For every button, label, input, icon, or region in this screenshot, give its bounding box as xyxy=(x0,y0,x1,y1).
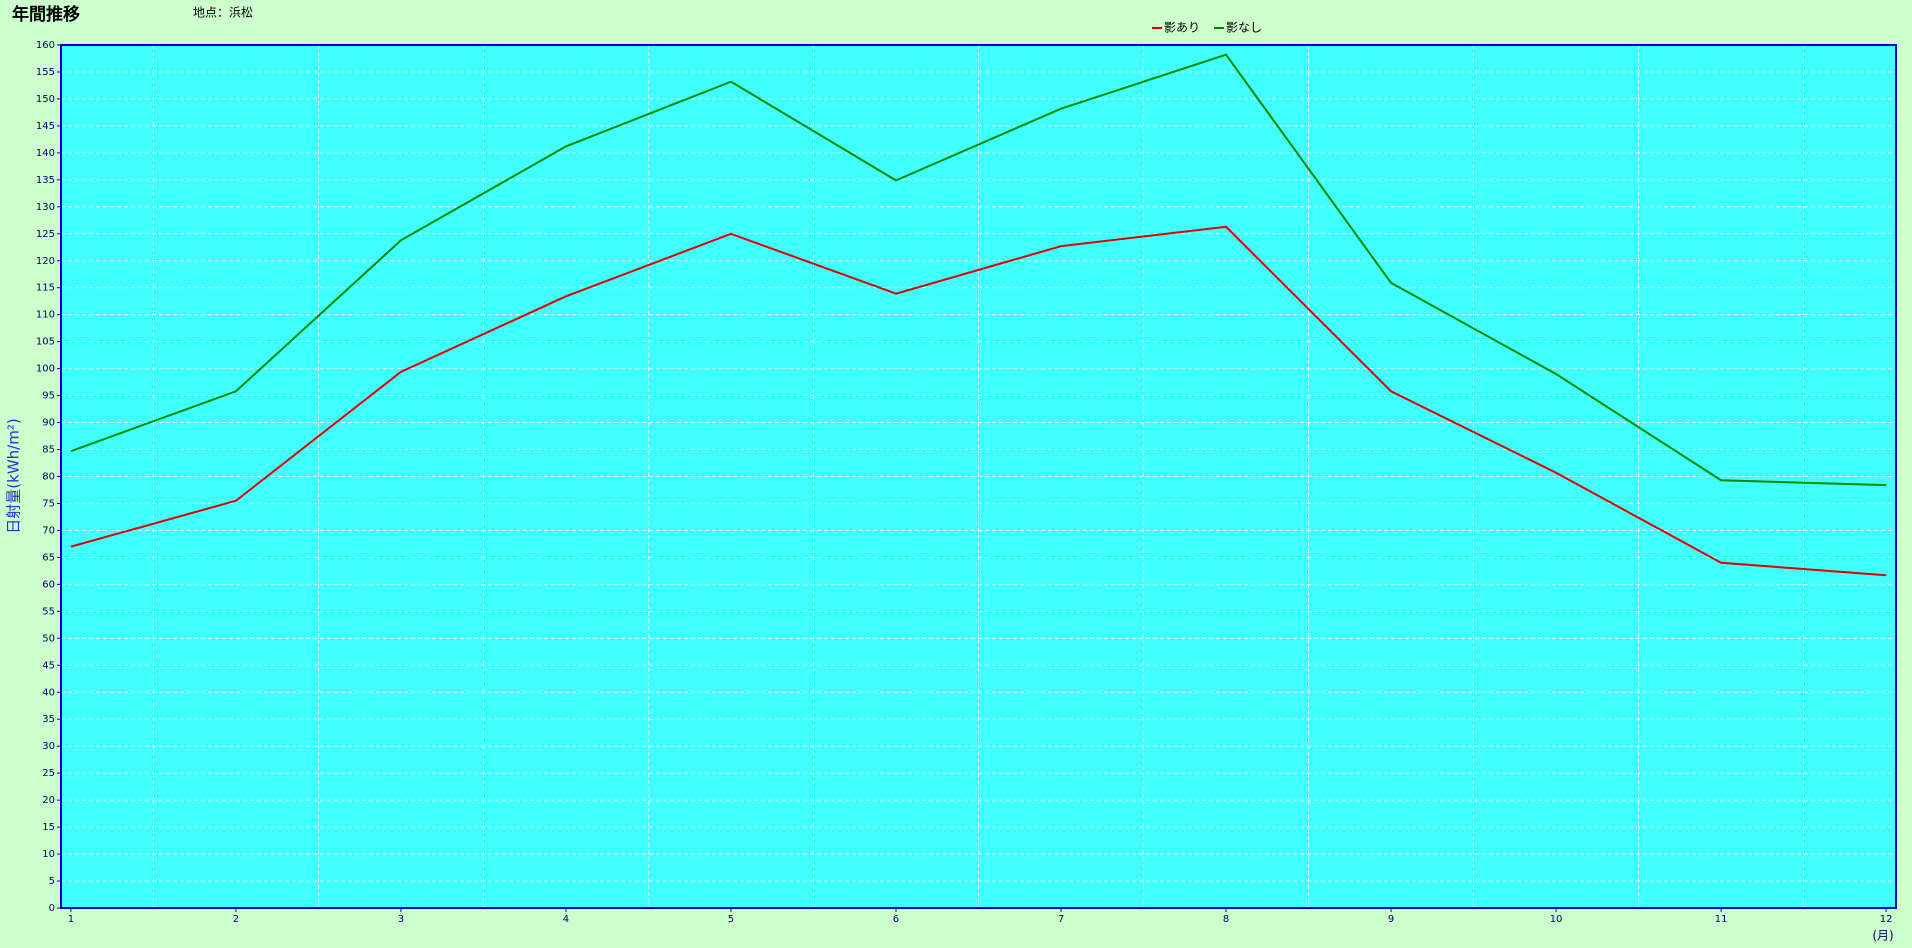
y-tick-label: 120 xyxy=(36,256,55,267)
y-tick-label: 40 xyxy=(42,687,55,698)
y-tick-label: 35 xyxy=(42,714,55,725)
x-tick-label: 1 xyxy=(68,914,74,925)
y-tick-label: 70 xyxy=(42,525,55,536)
x-tick-label: 7 xyxy=(1058,914,1064,925)
subtitle: 地点：浜松 xyxy=(193,6,253,20)
x-tick-label: 9 xyxy=(1388,914,1394,925)
y-tick-label: 85 xyxy=(42,445,55,456)
y-tick-label: 90 xyxy=(42,418,55,429)
y-axis-label: 日射量(kWh/m²) xyxy=(5,418,23,533)
series-line xyxy=(70,225,1887,577)
y-tick-label: 125 xyxy=(36,229,55,240)
x-tick-label: 12 xyxy=(1880,914,1893,925)
y-tick-label: 110 xyxy=(36,310,55,321)
chart-title: 年間推移 xyxy=(12,4,80,25)
y-tick-label: 20 xyxy=(42,795,55,806)
y-tick-label: 45 xyxy=(42,660,55,671)
x-tick-label: 10 xyxy=(1550,914,1563,925)
y-tick-label: 60 xyxy=(42,579,55,590)
y-tick-label: 150 xyxy=(36,94,55,105)
y-tick-label: 30 xyxy=(42,741,55,752)
y-tick-label: 65 xyxy=(42,552,55,563)
y-tick-label: 160 xyxy=(36,40,55,51)
y-tick-label: 10 xyxy=(42,849,55,860)
y-tick-label: 5 xyxy=(49,876,55,887)
y-tick-label: 55 xyxy=(42,606,55,617)
x-tick-label: 2 xyxy=(233,914,239,925)
y-tick-label: 75 xyxy=(42,498,55,509)
x-tick-label: 5 xyxy=(728,914,734,925)
x-tick-label: 8 xyxy=(1223,914,1229,925)
y-tick-label: 135 xyxy=(36,175,55,186)
x-tick-label: 3 xyxy=(398,914,404,925)
legend-label: 影あり xyxy=(1164,21,1200,35)
y-tick-label: 155 xyxy=(36,67,55,78)
y-tick-label: 15 xyxy=(42,822,55,833)
y-tick-label: 130 xyxy=(36,202,55,213)
y-tick-label: 0 xyxy=(49,903,55,914)
x-tick-label: 11 xyxy=(1715,914,1728,925)
y-tick-label: 25 xyxy=(42,768,55,779)
legend-label: 影なし xyxy=(1226,21,1262,35)
x-tick-label: 6 xyxy=(893,914,899,925)
plot xyxy=(61,44,1896,909)
y-tick-label: 50 xyxy=(42,633,55,644)
series-line xyxy=(70,53,1887,487)
y-tick-label: 140 xyxy=(36,148,55,159)
y-tick-label: 105 xyxy=(36,337,55,348)
x-tick-label: 4 xyxy=(563,914,569,925)
x-axis-label: (月) xyxy=(1872,929,1893,943)
y-tick-label: 80 xyxy=(42,472,55,483)
y-tick-label: 100 xyxy=(36,364,55,375)
y-tick-label: 95 xyxy=(42,391,55,402)
y-tick-label: 145 xyxy=(36,121,55,132)
y-tick-label: 115 xyxy=(36,283,55,294)
